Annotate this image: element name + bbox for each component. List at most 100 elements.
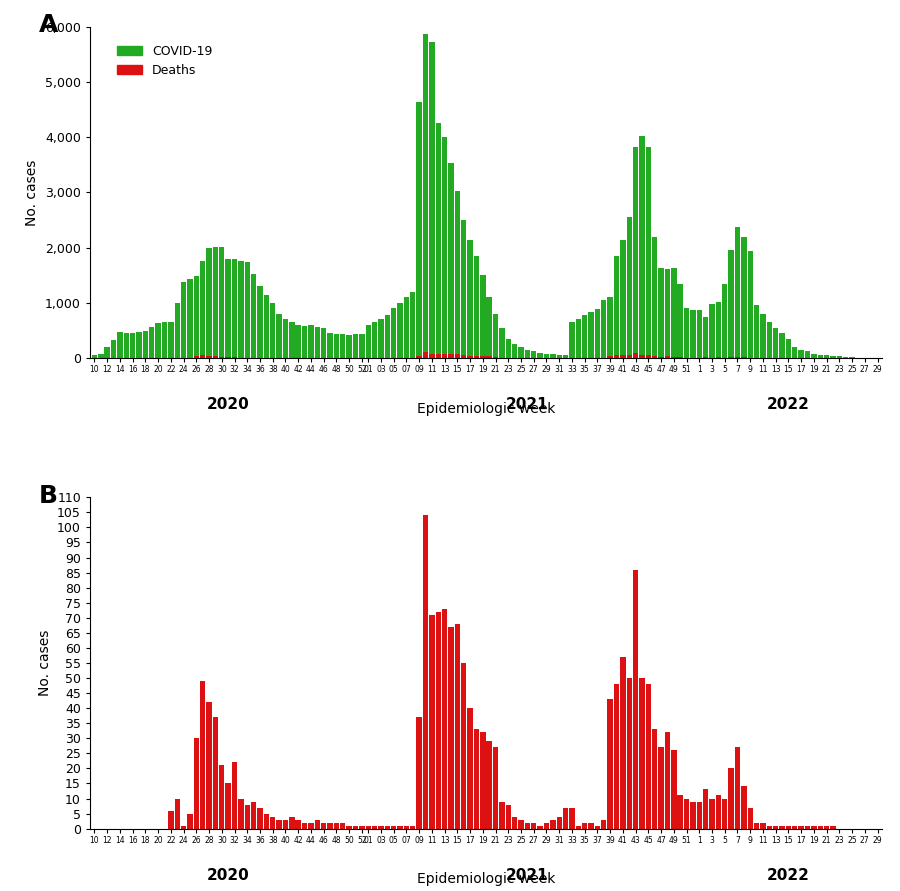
Bar [767,826,772,829]
Bar [608,356,613,358]
Bar [295,820,301,829]
Bar [487,298,492,358]
Bar [659,267,664,358]
Bar [264,295,269,358]
Bar [225,783,231,829]
Bar [264,813,269,829]
Bar [168,811,174,829]
Bar [556,816,562,829]
Bar [824,826,829,829]
Bar [493,314,499,358]
Bar [728,768,733,829]
Bar [295,325,301,358]
Bar [149,327,155,358]
Bar [289,323,294,358]
Bar [473,729,479,829]
Bar [359,826,364,829]
Bar [773,826,778,829]
Bar [518,347,524,358]
Bar [518,820,524,829]
Bar [308,822,313,829]
Bar [467,241,472,358]
Bar [734,356,740,358]
Bar [436,123,441,358]
Bar [111,340,116,358]
Bar [569,323,575,358]
Bar [608,699,613,829]
Bar [219,357,224,358]
Bar [194,276,199,358]
Bar [365,826,371,829]
Bar [302,822,307,829]
Text: 2022: 2022 [767,397,810,412]
Bar [748,807,753,829]
Bar [506,805,511,829]
Bar [245,262,250,358]
Bar [741,237,747,358]
Bar [709,304,715,358]
Bar [232,259,238,358]
Bar [734,748,740,829]
Bar [143,331,148,358]
Bar [531,822,536,829]
Bar [500,328,505,358]
Bar [302,325,307,358]
Bar [601,300,607,358]
Bar [678,284,683,358]
Bar [734,227,740,358]
Bar [212,247,218,358]
Bar [200,681,205,829]
Bar [786,826,791,829]
Bar [671,268,677,358]
Bar [334,822,339,829]
Bar [544,354,549,358]
Bar [104,347,110,358]
Bar [454,192,460,358]
Bar [232,763,238,829]
Bar [206,248,211,358]
Bar [659,356,664,358]
Bar [212,717,218,829]
Bar [251,802,256,829]
Bar [270,816,275,829]
Bar [480,275,485,358]
Bar [639,678,644,829]
Bar [353,334,358,358]
Bar [328,822,333,829]
Bar [442,609,447,829]
Bar [748,251,753,358]
Bar [328,333,333,358]
Bar [384,315,390,358]
Bar [423,515,428,829]
Bar [665,356,670,358]
Bar [391,308,396,358]
Bar [378,320,383,358]
Bar [817,826,823,829]
Bar [365,325,371,358]
Bar [525,350,530,358]
Bar [130,333,135,358]
Bar [194,356,199,358]
Bar [760,822,766,829]
Bar [531,351,536,358]
Bar [608,298,613,358]
Bar [595,309,600,358]
Bar [633,569,638,829]
Bar [200,261,205,358]
Bar [473,257,479,358]
Bar [117,332,122,358]
Bar [760,314,766,358]
Bar [372,826,377,829]
Bar [359,334,364,358]
Bar [397,826,403,829]
Bar [417,102,422,358]
Bar [831,826,836,829]
Bar [461,355,466,358]
Bar [340,334,346,358]
Bar [448,162,454,358]
Bar [741,787,747,829]
Bar [633,354,638,358]
Bar [671,356,677,358]
Bar [550,820,555,829]
Bar [652,729,657,829]
